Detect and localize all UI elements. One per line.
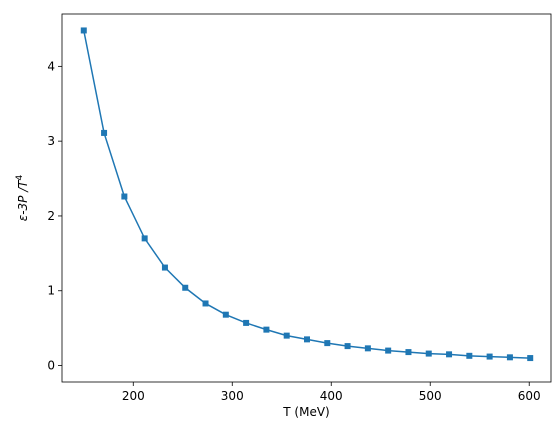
x-tick-label: 600 — [518, 389, 541, 403]
y-axis-label-superscript: 4 — [15, 174, 25, 180]
data-point — [202, 300, 209, 307]
data-point — [466, 352, 473, 359]
data-point — [405, 349, 412, 356]
data-point — [303, 336, 310, 343]
y-ticks: 0 1 2 3 4 — [47, 59, 62, 373]
data-point — [344, 343, 351, 350]
data-point — [121, 193, 128, 200]
data-point — [425, 350, 432, 357]
data-point — [80, 27, 87, 34]
y-axis-label-main: ε-3P /T — [16, 179, 30, 222]
series-markers — [80, 27, 534, 362]
y-tick-label: 2 — [47, 209, 55, 223]
x-tick-label: 500 — [419, 389, 442, 403]
y-tick-label: 1 — [47, 284, 55, 298]
data-point — [263, 326, 270, 333]
data-point — [283, 332, 290, 339]
data-point — [364, 345, 371, 352]
data-point — [527, 355, 534, 362]
x-tick-label: 300 — [221, 389, 244, 403]
x-ticks: 200 300 400 500 600 — [122, 382, 541, 403]
data-point — [182, 284, 189, 291]
data-point — [506, 354, 513, 361]
data-point — [141, 235, 148, 242]
y-axis-label: ε-3P /T4 — [15, 174, 30, 221]
data-point — [101, 129, 108, 136]
y-tick-label: 4 — [47, 59, 55, 73]
plot-frame — [61, 13, 552, 383]
x-tick-label: 200 — [122, 389, 145, 403]
data-point — [222, 311, 229, 318]
data-point — [243, 319, 250, 326]
data-point — [486, 353, 493, 360]
data-point — [446, 351, 453, 358]
x-axis-label: T (MeV) — [282, 405, 329, 419]
y-tick-label: 0 — [47, 359, 55, 373]
data-point — [385, 347, 392, 354]
x-tick-label: 400 — [320, 389, 343, 403]
data-point — [161, 264, 168, 271]
series-line — [83, 30, 531, 359]
data-point — [324, 340, 331, 347]
y-tick-label: 3 — [47, 134, 55, 148]
